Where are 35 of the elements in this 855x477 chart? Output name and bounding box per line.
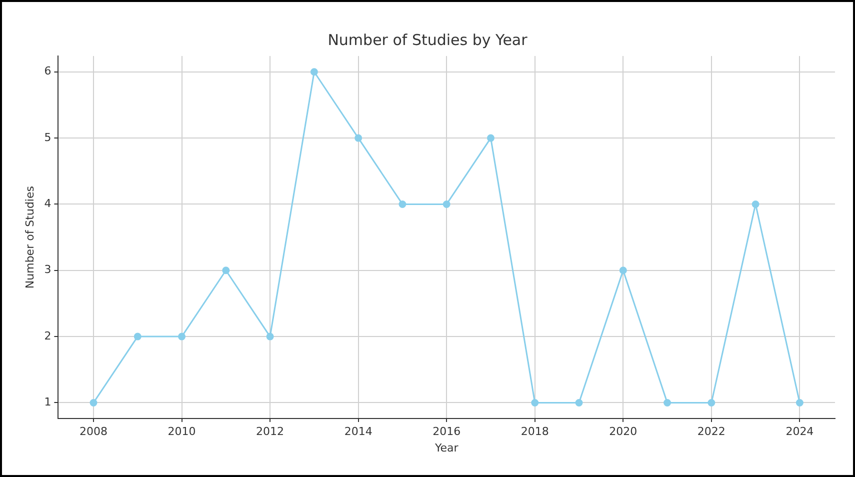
x-tick-label: 2022 <box>697 425 726 438</box>
point <box>531 398 539 406</box>
x-tick-label: 2014 <box>344 425 372 438</box>
point <box>796 398 804 406</box>
point <box>664 398 672 406</box>
point <box>222 266 230 274</box>
point <box>354 134 362 142</box>
x-tick-label: 2018 <box>520 425 549 438</box>
y-tick-label: 5 <box>44 130 52 144</box>
point <box>575 398 583 406</box>
point <box>442 200 450 208</box>
x-tick-label: 2012 <box>256 425 284 438</box>
point <box>398 200 406 208</box>
x-tick-label: 2024 <box>786 425 814 438</box>
x-axis-title: Year <box>434 441 459 454</box>
y-tick-label: 3 <box>44 263 52 276</box>
point <box>90 398 98 406</box>
x-tick-label: 2016 <box>432 425 461 438</box>
y-tick-label: 2 <box>44 329 52 342</box>
point <box>752 200 760 208</box>
point <box>619 266 627 274</box>
y-tick-label: 6 <box>44 64 52 78</box>
point <box>486 134 494 142</box>
x-tick-label: 2008 <box>80 425 108 438</box>
point <box>178 332 186 340</box>
point <box>134 332 142 340</box>
y-tick-label: 1 <box>44 396 52 409</box>
y-axis-title: Number of Studies <box>23 186 36 289</box>
x-tick-label: 2010 <box>168 425 196 438</box>
x-tick-label: 2020 <box>609 425 638 438</box>
y-tick-label: 4 <box>44 197 52 210</box>
chart-title: Number of Studies by Year <box>328 30 528 49</box>
point <box>310 68 318 76</box>
point <box>708 398 716 406</box>
point <box>266 332 274 340</box>
